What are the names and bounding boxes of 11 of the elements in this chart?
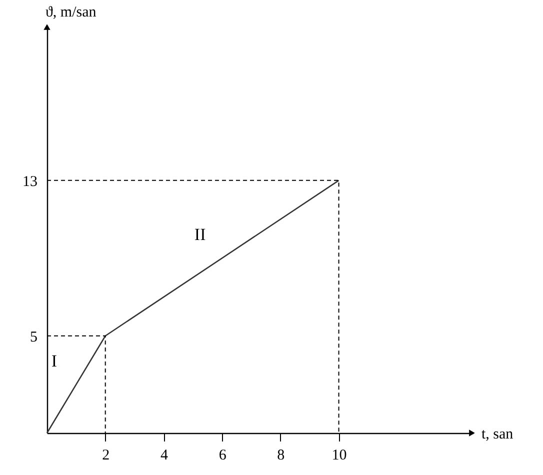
y-tick-label: 13 xyxy=(22,174,38,190)
x-tick-label: 4 xyxy=(160,448,168,464)
x-axis-title: t, san xyxy=(482,426,514,442)
x-tick-label: 10 xyxy=(332,448,347,464)
x-tick-label: 2 xyxy=(102,448,110,464)
x-tick-label: 8 xyxy=(277,448,285,464)
annotation: II xyxy=(194,225,206,244)
annotation: I xyxy=(51,351,58,370)
y-tick-label: 5 xyxy=(30,329,38,346)
x-tick-label: 6 xyxy=(218,448,227,464)
y-axis-title: ϑ, m/san xyxy=(46,4,97,20)
